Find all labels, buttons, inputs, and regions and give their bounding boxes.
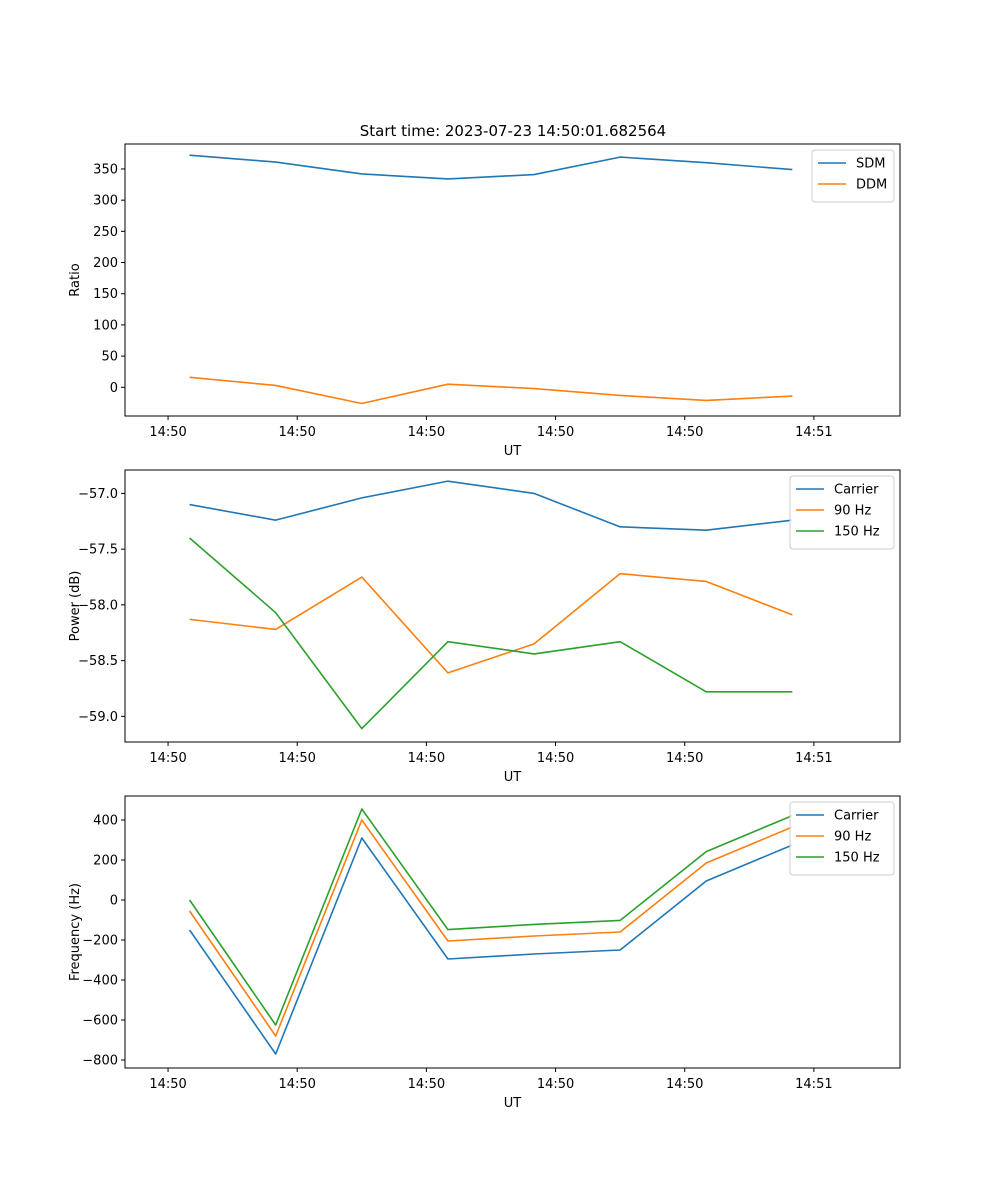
p2-y-tick-label: 400	[93, 814, 118, 829]
panel-ratio: 14:50 14:50 14:50 14:50 14:50 14:51 0 50 100 150 2…	[68, 143, 901, 459]
panel-frequency: 14:50 14:50 14:50 14:50 14:50 14:51 −800 −600 −4…	[68, 795, 901, 1111]
p0-x-axis-label: UT	[504, 444, 522, 459]
p2-x-axis-label: UT	[504, 1096, 522, 1111]
p2-y-tick-label: −400	[82, 974, 118, 989]
p1-y-tick-label: −57.0	[78, 487, 118, 502]
p2-y-tick-label: −200	[82, 934, 118, 949]
figure-title: Start time: 2023-07-23 14:50:01.682564	[360, 122, 666, 140]
p2-y-tick-label: −600	[82, 1014, 118, 1029]
p1-y-tick-label: −58.5	[78, 654, 118, 669]
p1-y-axis-label: Power (dB)	[68, 571, 83, 642]
p2-x-tick-label: 14:50	[666, 1077, 703, 1092]
p0-legend-label-ddm: DDM	[856, 178, 887, 193]
panel-power: 14:50 14:50 14:50 14:50 14:50 14:51 −59.0 −58.5…	[68, 469, 901, 785]
p1-x-tick-label: 14:50	[278, 751, 315, 766]
p2-legend-label-150-hz: 150 Hz	[834, 851, 880, 866]
p2-x-tick-label: 14:50	[537, 1077, 574, 1092]
p0-legend-label-sdm: SDM	[856, 157, 885, 172]
p2-series-line-150-hz	[188, 808, 793, 1026]
p2-x-tick-label: 14:50	[278, 1077, 315, 1092]
p0-x-tick-label: 14:50	[537, 425, 574, 440]
p2-y-axis-label: Frequency (Hz)	[68, 883, 83, 981]
p1-y-tick-label: −57.5	[78, 543, 118, 558]
p0-y-tick-label: 0	[110, 381, 118, 396]
p0-x-tick-label: 14:50	[408, 425, 445, 440]
p1-x-tick-label: 14:50	[666, 751, 703, 766]
p2-x-tick-label: 14:51	[795, 1077, 832, 1092]
p1-y-tick-label: −58.0	[78, 598, 118, 613]
p1-x-tick-label: 14:50	[408, 751, 445, 766]
p1-x-axis-label: UT	[504, 770, 522, 785]
p2-axes-frame	[124, 795, 901, 1069]
p0-x-tick-label: 14:50	[666, 425, 703, 440]
p0-y-tick-label: 50	[101, 350, 118, 365]
p0-y-axis-label: Ratio	[68, 263, 83, 296]
p1-x-tick-label: 14:51	[795, 751, 832, 766]
p1-legend-label-90-hz: 90 Hz	[834, 504, 871, 519]
p0-axes-frame	[124, 143, 901, 417]
p2-series-line-carrier	[188, 837, 793, 1055]
p0-x-tick-label: 14:51	[795, 425, 832, 440]
p0-y-tick-label: 150	[93, 287, 118, 302]
p2-series-line-90-hz	[188, 819, 793, 1037]
p2-legend-label-carrier: Carrier	[834, 809, 879, 824]
p1-x-tick-label: 14:50	[149, 751, 186, 766]
p0-x-tick-label: 14:50	[149, 425, 186, 440]
p0-y-tick-label: 200	[93, 256, 118, 271]
p0-x-tick-label: 14:50	[278, 425, 315, 440]
p1-series-line-150-hz	[189, 537, 793, 730]
p0-series-line-sdm	[189, 154, 793, 180]
p0-y-tick-label: 250	[93, 225, 118, 240]
p0-series-line-ddm	[189, 376, 793, 405]
p0-y-tick-label: 300	[93, 194, 118, 209]
p1-legend-label-carrier: Carrier	[834, 483, 879, 498]
p0-y-tick-label: 100	[93, 318, 118, 333]
p2-y-tick-label: 0	[110, 894, 118, 909]
p1-axes-frame	[124, 469, 901, 743]
p1-x-tick-label: 14:50	[537, 751, 574, 766]
p2-x-tick-label: 14:50	[408, 1077, 445, 1092]
p2-y-tick-label: −800	[82, 1054, 118, 1069]
p1-legend-label-150-hz: 150 Hz	[834, 525, 880, 540]
p1-y-tick-label: −59.0	[78, 710, 118, 725]
p1-series-line-90-hz	[189, 572, 793, 674]
p0-y-tick-label: 350	[93, 162, 118, 177]
p2-y-tick-label: 200	[93, 854, 118, 869]
p2-x-tick-label: 14:50	[149, 1077, 186, 1092]
p1-series-line-carrier	[189, 480, 793, 532]
p2-legend-label-90-hz: 90 Hz	[834, 830, 871, 845]
